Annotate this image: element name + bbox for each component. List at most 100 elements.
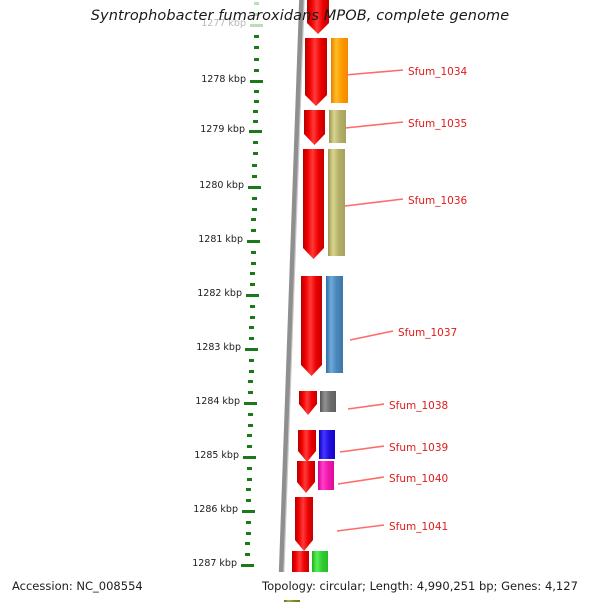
ruler-minor-tick: [246, 499, 252, 503]
ruler-minor-tick: [245, 553, 251, 557]
ruler-major-tick: [250, 24, 263, 27]
ruler-minor-tick: [250, 250, 256, 254]
ruler-tick-label: 1277 kbp: [201, 18, 246, 29]
feature-label[interactable]: Sfum_1037: [398, 327, 458, 339]
gene-feature-arrow[interactable]: [295, 497, 313, 551]
ruler-minor-tick: [248, 358, 254, 362]
ruler-minor-tick: [250, 261, 256, 265]
ruler-tick-label: 1281 kbp: [198, 234, 243, 245]
gene-feature-bar[interactable]: [319, 430, 335, 459]
gene-feature-bar[interactable]: [328, 149, 345, 256]
ruler-minor-tick: [251, 207, 257, 211]
gene-feature-arrow[interactable]: [298, 430, 316, 462]
ruler-minor-tick: [250, 283, 256, 287]
ruler-minor-tick: [249, 337, 255, 341]
ruler-minor-tick: [254, 1, 259, 5]
ruler-minor-tick: [247, 412, 253, 416]
ruler-major-tick: [250, 80, 263, 83]
ruler-tick-label: 1284 kbp: [195, 396, 240, 407]
ruler-tick-label: 1285 kbp: [194, 450, 239, 461]
ruler-minor-tick: [248, 380, 254, 384]
ruler-minor-tick: [253, 120, 259, 123]
gene-feature-arrow[interactable]: [303, 149, 324, 259]
gene-feature-arrow[interactable]: [305, 38, 327, 106]
feature-leader-line: [347, 403, 385, 410]
ruler-major-tick: [241, 564, 254, 567]
ruler-minor-tick: [246, 477, 252, 481]
ruler-minor-tick: [251, 196, 257, 200]
ruler-tick-label: 1287 kbp: [192, 558, 237, 569]
feature-leader-line: [344, 198, 404, 207]
feature-leader-line: [349, 330, 394, 341]
gene-feature-bar[interactable]: [331, 38, 348, 103]
feature-leader-line: [344, 121, 404, 129]
ruler-minor-tick: [247, 434, 253, 438]
ruler-major-tick: [243, 456, 256, 459]
gene-feature-arrow[interactable]: [304, 110, 325, 145]
ruler-minor-tick: [252, 163, 258, 167]
ruler-minor-tick: [245, 531, 251, 535]
ruler-minor-tick: [253, 90, 259, 93]
ruler-minor-tick: [254, 57, 259, 61]
ruler-minor-tick: [252, 152, 258, 156]
backbone-highlight: [282, 0, 305, 600]
feature-label[interactable]: Sfum_1035: [408, 118, 468, 130]
ruler-minor-tick: [250, 272, 256, 276]
topology-text: Topology: circular; Length: 4,990,251 bp…: [262, 579, 578, 593]
backbone-line: [277, 0, 305, 600]
ruler-major-tick: [249, 130, 262, 133]
feature-label[interactable]: Sfum_1034: [408, 66, 468, 78]
ruler-minor-tick: [251, 229, 257, 233]
ruler-minor-tick: [249, 315, 255, 319]
ruler-minor-tick: [249, 326, 255, 330]
ruler-major-tick: [242, 510, 255, 513]
ruler-minor-tick: [246, 466, 252, 470]
feature-label[interactable]: Sfum_1036: [408, 195, 468, 207]
ruler-minor-tick: [249, 304, 255, 308]
gene-feature-bar[interactable]: [326, 276, 343, 373]
gene-feature-bar[interactable]: [329, 110, 346, 143]
page-title: Syntrophobacter fumaroxidans MPOB, compl…: [90, 8, 510, 24]
ruler-minor-tick: [253, 110, 259, 113]
gene-feature-arrow[interactable]: [307, 0, 329, 34]
ruler-minor-tick: [254, 35, 259, 39]
feature-label[interactable]: Sfum_1039: [389, 442, 449, 454]
feature-label[interactable]: Sfum_1038: [389, 400, 449, 412]
feature-label[interactable]: Sfum_1040: [389, 473, 449, 485]
ruler-minor-tick: [247, 445, 253, 449]
ruler-major-tick: [246, 294, 259, 297]
ruler-tick-label: 1282 kbp: [197, 288, 242, 299]
ruler-minor-tick: [251, 218, 257, 222]
feature-leader-line: [336, 524, 385, 532]
ruler-major-tick: [248, 186, 261, 189]
ruler-major-tick: [245, 348, 258, 351]
ruler-major-tick: [247, 240, 260, 243]
gene-feature-arrow[interactable]: [297, 461, 315, 493]
feature-leader-line: [337, 476, 385, 485]
ruler-major-tick: [244, 402, 257, 405]
ruler-minor-tick: [254, 12, 259, 16]
gene-feature-bar[interactable]: [318, 461, 334, 490]
feature-label[interactable]: Sfum_1041: [389, 521, 449, 533]
ruler-tick-label: 1280 kbp: [199, 180, 244, 191]
ruler-tick-label: 1279 kbp: [200, 124, 245, 135]
ruler-minor-tick: [253, 100, 259, 103]
ruler-minor-tick: [252, 174, 258, 178]
feature-leader-line: [344, 69, 404, 76]
status-bar: Accession: NC_008554 Topology: circular;…: [0, 572, 600, 600]
ruler-minor-tick: [245, 520, 251, 524]
gene-feature-arrow[interactable]: [301, 276, 322, 376]
accession-text: Accession: NC_008554: [12, 579, 143, 593]
ruler-tick-label: 1286 kbp: [193, 504, 238, 515]
ruler-minor-tick: [247, 423, 253, 427]
gene-feature-arrow[interactable]: [299, 391, 317, 415]
ruler-minor-tick: [245, 542, 251, 546]
gene-feature-bar[interactable]: [320, 391, 336, 412]
ruler-minor-tick: [248, 369, 254, 373]
ruler-minor-tick: [248, 391, 254, 395]
ruler-tick-label: 1283 kbp: [196, 342, 241, 353]
